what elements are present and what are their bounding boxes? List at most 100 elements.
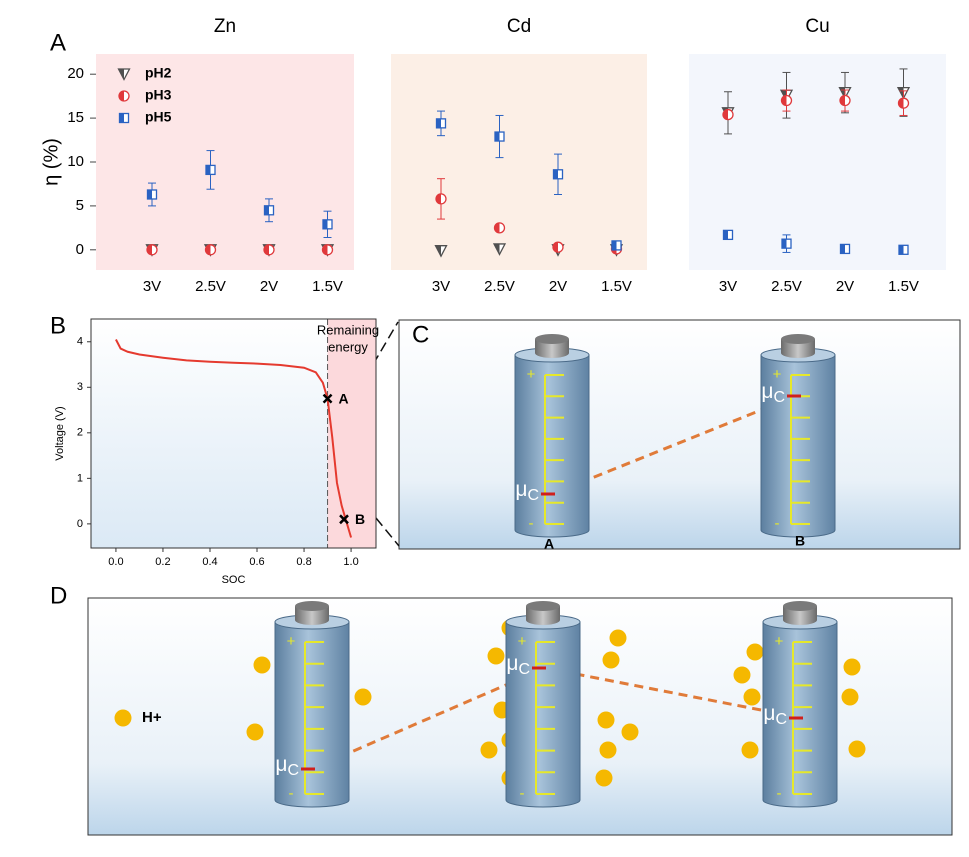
battery-body <box>514 354 590 538</box>
mu-subscript: C <box>527 487 539 504</box>
proton <box>480 741 498 759</box>
plot-frame <box>90 318 377 549</box>
y-axis-label: Voltage (V) <box>54 406 66 460</box>
proton <box>841 688 859 706</box>
marker <box>897 97 910 109</box>
x-tick-label: 3V <box>719 278 737 295</box>
x-tick-label: 3V <box>143 278 161 295</box>
plus-sign: + <box>775 633 784 650</box>
y-tick-label: 1 <box>77 472 83 484</box>
battery-cap-top <box>783 601 817 611</box>
marker-half <box>323 219 328 229</box>
proton <box>599 741 617 759</box>
marker <box>146 244 158 256</box>
marker <box>146 189 158 200</box>
proton <box>743 688 761 706</box>
marker-half <box>147 244 152 255</box>
marker <box>492 243 507 256</box>
x-tick-label: 2.5V <box>771 278 802 295</box>
potential-link <box>311 666 803 771</box>
x-tick-label: 2V <box>260 278 278 295</box>
proton <box>843 658 861 676</box>
y-tick-label: 4 <box>77 336 83 348</box>
battery-body <box>760 354 836 538</box>
mu-label: μC <box>761 380 785 407</box>
annotation: Remaining <box>317 322 379 337</box>
marker <box>780 94 793 107</box>
marker <box>434 245 448 258</box>
group-title: Cu <box>805 16 829 37</box>
marker-half <box>612 240 617 250</box>
x-tick-label: 2.5V <box>484 278 515 295</box>
marker-half <box>264 244 269 255</box>
proton <box>741 741 759 759</box>
annotation: energy <box>328 339 368 354</box>
battery-cap <box>295 606 329 625</box>
callout-line <box>375 517 400 547</box>
x-tick-label: 1.5V <box>312 278 343 295</box>
y-tick-label: 5 <box>76 197 84 214</box>
marker-half <box>436 118 441 128</box>
marker-half <box>899 245 904 255</box>
x-axis-label: SOC <box>222 574 246 586</box>
mu-label: μC <box>275 753 299 780</box>
marker <box>494 131 505 142</box>
legend-label: H+ <box>142 709 162 726</box>
point-label: B <box>355 511 365 527</box>
plus-sign: + <box>773 366 782 383</box>
x-tick-label: 0.2 <box>155 556 170 568</box>
mu-label: μC <box>506 652 530 679</box>
legend-proton <box>114 709 132 727</box>
x-tick-label: 1.5V <box>888 278 919 295</box>
minus-sign: - <box>529 515 534 532</box>
x-tick-label: 1.5V <box>601 278 632 295</box>
marker <box>263 244 275 256</box>
panel-label: D <box>50 582 67 609</box>
proton <box>487 647 505 665</box>
proton <box>597 711 615 729</box>
marker <box>118 90 130 102</box>
group-background <box>391 54 647 270</box>
battery-cap-top <box>295 601 329 611</box>
marker-half <box>723 109 728 120</box>
marker <box>263 205 275 216</box>
proton <box>246 723 264 741</box>
group-background <box>96 54 354 270</box>
marker <box>205 164 216 176</box>
mu-symbol: μ <box>515 478 527 501</box>
marker <box>321 244 334 256</box>
marker-half <box>322 244 328 255</box>
mu-label: μC <box>763 702 787 729</box>
mu-symbol: μ <box>506 652 518 675</box>
marker <box>204 244 217 256</box>
legend-label: pH3 <box>145 87 172 103</box>
y-axis-label: η (%) <box>40 138 62 186</box>
minus-sign: - <box>520 785 525 802</box>
x-tick-label: 0.0 <box>108 556 123 568</box>
panel-label: B <box>50 312 66 339</box>
mu-subscript: C <box>518 661 530 678</box>
x-tick-label: 1.0 <box>343 556 358 568</box>
battery-body <box>505 621 581 808</box>
voltage-line <box>115 339 353 538</box>
panel-label: C <box>412 321 429 348</box>
x-tick-label: 0.4 <box>202 556 217 568</box>
marker-half <box>553 242 558 253</box>
marker <box>611 240 622 251</box>
proton <box>746 643 764 661</box>
marker-half <box>840 95 845 106</box>
mu-symbol: μ <box>275 753 287 776</box>
battery-cap-top <box>781 334 815 344</box>
battery-cap <box>535 339 569 358</box>
battery-body <box>762 621 838 808</box>
minus-sign: - <box>289 785 294 802</box>
battery-label: B <box>795 533 805 549</box>
x-tick-label: 2V <box>549 278 567 295</box>
x-tick-label: 2.5V <box>195 278 226 295</box>
battery-cap <box>783 606 817 625</box>
proton <box>848 740 866 758</box>
marker-half <box>840 244 845 254</box>
callout-line <box>357 321 399 391</box>
x-tick-label: 0.6 <box>249 556 264 568</box>
